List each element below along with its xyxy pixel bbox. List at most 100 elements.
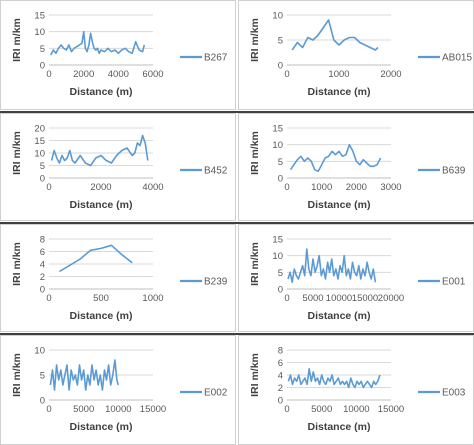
panel-border xyxy=(0,113,236,221)
x-tick-label: 0 xyxy=(46,69,51,80)
x-tick-label: 0 xyxy=(284,293,289,304)
panel-border xyxy=(238,335,474,445)
y-tick-label: 5 xyxy=(278,157,283,168)
y-tick-label: 0 xyxy=(40,61,45,72)
x-tick-label: 1000 xyxy=(311,182,332,193)
x-axis-label: Distance (m) xyxy=(69,310,132,322)
series-line-e001 xyxy=(287,248,377,284)
y-tick-label: 5 xyxy=(278,268,283,279)
y-tick-label: 8 xyxy=(40,235,45,246)
x-tick-label: 5000 xyxy=(311,404,332,415)
x-axis-label: Distance (m) xyxy=(69,199,132,211)
chart-panel-b267: 0 5 10 15 0 2000 4000 6000 Distance (m) IRI m/km B… xyxy=(0,0,236,110)
legend-label: B452 xyxy=(204,166,228,177)
row-separator-1 xyxy=(0,111,474,113)
y-axis-label: IRI m/km xyxy=(249,131,261,175)
y-tick-label: 0 xyxy=(40,285,45,296)
y-tick-label: 6 xyxy=(278,358,283,369)
x-tick-label: 2000 xyxy=(346,182,367,193)
legend-label: AB015 xyxy=(442,53,472,64)
x-axis-label: Distance (m) xyxy=(307,421,370,433)
x-tick-label: 0 xyxy=(46,293,51,304)
panel-border xyxy=(0,0,236,110)
legend-label: B639 xyxy=(442,166,466,177)
x-tick-label: 0 xyxy=(284,182,289,193)
x-axis-label: Distance (m) xyxy=(69,86,132,98)
y-axis-label: IRI m/km xyxy=(11,131,23,175)
y-tick-label: 4 xyxy=(278,371,283,382)
x-tick-label: 2000 xyxy=(73,69,94,80)
x-tick-label: 5000 xyxy=(73,404,94,415)
y-axis-label: IRI m/km xyxy=(11,18,23,62)
y-tick-label: 15 xyxy=(34,136,45,147)
y-tick-label: 10 xyxy=(34,27,45,38)
x-axis-label: Distance (m) xyxy=(307,199,370,211)
row-separator-3 xyxy=(0,333,474,335)
panel-border xyxy=(0,335,236,445)
y-axis-label: IRI m/km xyxy=(11,353,23,397)
y-tick-label: 6 xyxy=(40,247,45,258)
y-tick-label: 15 xyxy=(272,235,283,246)
y-tick-label: 2 xyxy=(40,272,45,283)
y-tick-label: 15 xyxy=(34,11,45,22)
chart-panel-b639: 0 5 10 15 0 1000 2000 3000 Distance (m) IRI m/km B… xyxy=(238,113,474,221)
y-tick-label: 15 xyxy=(272,124,283,135)
y-tick-label: 10 xyxy=(34,346,45,357)
series-line-b452 xyxy=(50,134,149,167)
panel-border xyxy=(238,224,474,332)
x-tick-label: 5000 xyxy=(302,293,323,304)
panel-border xyxy=(238,113,474,221)
y-tick-label: 10 xyxy=(34,149,45,160)
x-axis-label: Distance (m) xyxy=(307,86,370,98)
y-tick-label: 0 xyxy=(278,396,283,407)
legend-label: B267 xyxy=(204,53,228,64)
legend-label: E003 xyxy=(442,388,466,399)
series-line-b267 xyxy=(49,30,146,56)
series-line-b639 xyxy=(289,143,382,173)
x-tick-label: 2000 xyxy=(380,69,401,80)
series-line-b239 xyxy=(58,244,133,273)
x-axis-label: Distance (m) xyxy=(69,421,132,433)
y-tick-label: 8 xyxy=(278,346,283,357)
x-tick-label: 20000 xyxy=(378,293,404,304)
legend-label: B239 xyxy=(204,277,228,288)
x-tick-label: 0 xyxy=(46,182,51,193)
x-tick-label: 0 xyxy=(284,404,289,415)
y-tick-label: 0 xyxy=(40,174,45,185)
x-tick-label: 1000 xyxy=(328,69,349,80)
x-tick-label: 4000 xyxy=(142,182,163,193)
y-axis-label: IRI m/km xyxy=(249,242,261,286)
x-tick-label: 10000 xyxy=(105,404,131,415)
chart-panel-e001: 0 5 10 15 0 5000 10000 15000 20000 Distance (m) IR… xyxy=(238,224,474,332)
panel-border xyxy=(0,224,236,332)
chart-panel-ab015: 0 5 10 0 1000 2000 Distance (m) IRI m/km AB015 xyxy=(238,0,474,110)
x-tick-label: 10000 xyxy=(326,293,352,304)
x-tick-label: 2000 xyxy=(90,182,111,193)
y-tick-label: 0 xyxy=(278,61,283,72)
y-tick-label: 5 xyxy=(40,161,45,172)
y-tick-label: 5 xyxy=(40,44,45,55)
series-line-ab015 xyxy=(291,19,379,51)
y-tick-label: 10 xyxy=(272,11,283,22)
x-tick-label: 15000 xyxy=(352,293,378,304)
x-tick-label: 3000 xyxy=(380,182,401,193)
x-tick-label: 10000 xyxy=(343,404,369,415)
y-tick-label: 5 xyxy=(40,371,45,382)
y-axis-label: IRI m/km xyxy=(249,353,261,397)
x-tick-label: 0 xyxy=(284,69,289,80)
x-tick-label: 15000 xyxy=(140,404,166,415)
series-line-e002 xyxy=(49,359,120,391)
y-tick-label: 20 xyxy=(34,124,45,135)
x-tick-label: 4000 xyxy=(108,69,129,80)
y-tick-label: 5 xyxy=(278,36,283,47)
x-tick-label: 6000 xyxy=(142,69,163,80)
x-tick-label: 500 xyxy=(93,293,109,304)
legend-label: E001 xyxy=(442,277,466,288)
y-axis-label: IRI m/km xyxy=(11,242,23,286)
y-tick-label: 10 xyxy=(272,140,283,151)
row-separator-2 xyxy=(0,222,474,224)
